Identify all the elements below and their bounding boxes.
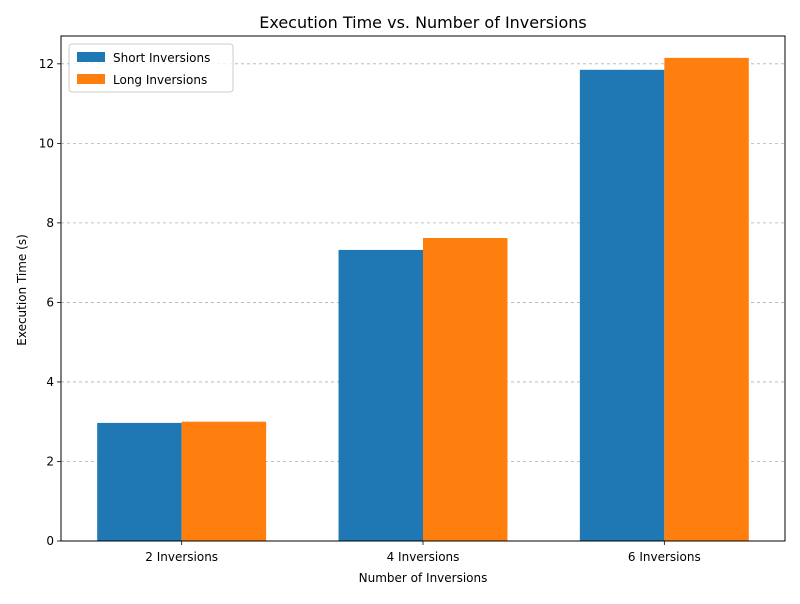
bar-long-inversions (664, 57, 749, 541)
legend: Short Inversions Long Inversions (68, 43, 234, 93)
y-tick-label: 4 (46, 375, 54, 389)
y-tick-label: 12 (39, 57, 54, 71)
legend-label: Long Inversions (113, 73, 207, 87)
legend-swatch (77, 52, 105, 62)
legend-swatch (77, 74, 105, 84)
bars (97, 57, 749, 542)
y-tick-label: 10 (39, 136, 54, 150)
bar-short-inversions (579, 69, 665, 542)
x-tick-label: 4 Inversions (387, 550, 460, 564)
bar-long-inversions (181, 421, 267, 541)
x-axis-label: Number of Inversions (359, 571, 488, 585)
bar-short-inversions (97, 422, 182, 541)
y-tick-label: 2 (46, 454, 54, 468)
legend-box (68, 43, 234, 93)
bar-long-inversions (423, 238, 508, 541)
ticks: 0 2 4 6 8 10 12 2 Inversions 4 Inversions 6 Inver… (39, 57, 701, 564)
y-axis-label: Execution Time (s) (15, 234, 29, 346)
legend-label: Short Inversions (113, 51, 210, 65)
bar-short-inversions (338, 249, 423, 541)
x-tick-label: 2 Inversions (145, 550, 218, 564)
y-tick-label: 0 (46, 534, 54, 548)
chart-title: Execution Time vs. Number of Inversions (259, 13, 586, 32)
y-tick-label: 6 (46, 295, 54, 309)
x-tick-label: 6 Inversions (628, 550, 701, 564)
y-tick-label: 8 (46, 216, 54, 230)
